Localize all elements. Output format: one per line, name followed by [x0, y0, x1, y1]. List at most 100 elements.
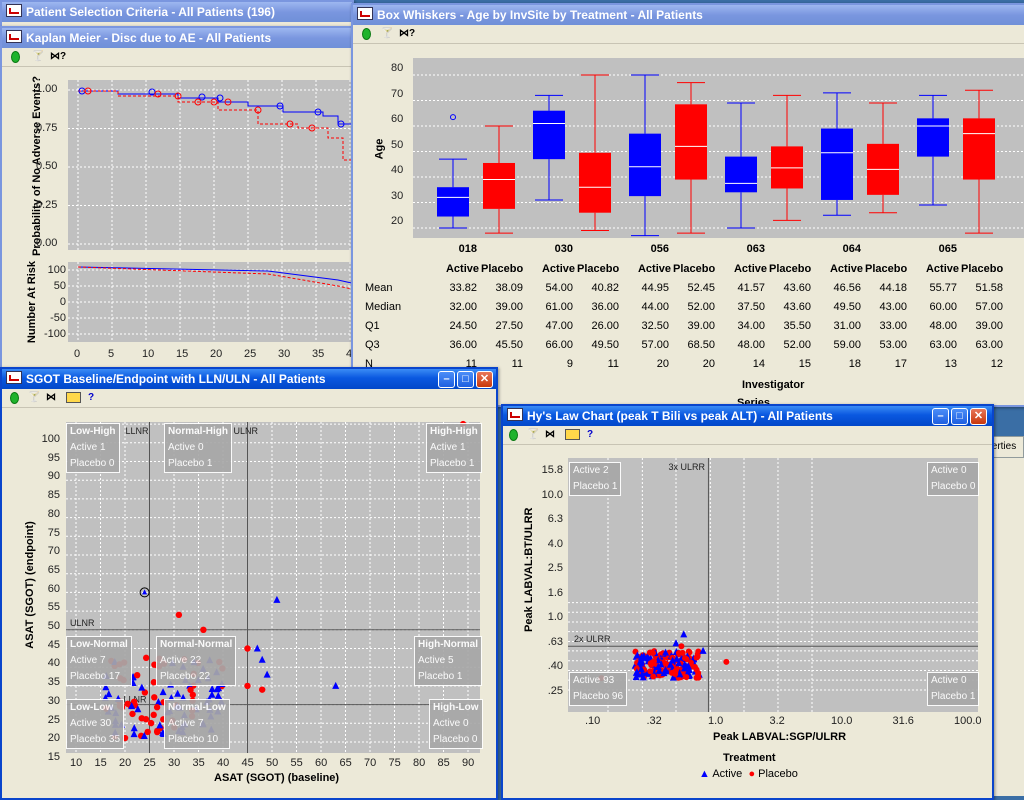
bow-tie-icon[interactable]: ⋈: [545, 429, 555, 440]
sgot-ytick: 85: [47, 489, 60, 502]
sgot-xtick: 35: [192, 757, 205, 769]
filter-icon[interactable]: 🍸: [527, 429, 540, 440]
km-active-censor: [276, 102, 284, 110]
patient-selection-titlebar[interactable]: Patient Selection Criteria - All Patient…: [2, 2, 352, 22]
box-svg: [413, 74, 1024, 237]
bow-tie-icon[interactable]: ⋈?: [399, 28, 416, 39]
site-label: 030: [554, 243, 573, 255]
hys-ytick: 6.3: [547, 513, 563, 525]
placebo-point: [693, 654, 700, 661]
chart-icon: [357, 7, 373, 20]
active-point: [637, 665, 645, 673]
quadrant-active-count: Active 22: [160, 655, 202, 666]
km-active-censor: [337, 120, 345, 128]
stat-value: 46.56: [833, 282, 861, 294]
placebo-point: [150, 679, 158, 686]
sgot-ytick: 25: [47, 713, 60, 726]
series-label: Placebo: [481, 263, 524, 275]
box-plot-area[interactable]: [413, 58, 1024, 238]
stat-value: 11: [607, 358, 619, 370]
hys-xtick: 3.2: [769, 715, 785, 727]
filter-icon[interactable]: 🍸: [28, 392, 41, 403]
km-risk-plot[interactable]: [68, 262, 354, 342]
export-icon[interactable]: [66, 392, 81, 403]
kaplan-meier-window: Kaplan Meier - Disc due to AE - All Pati…: [0, 26, 356, 370]
stat-value: 20: [656, 358, 669, 370]
quadrant-heading: Low-Normal: [70, 639, 128, 650]
sgot-ytick: 70: [47, 545, 60, 558]
box-series-caption: Series: [737, 397, 771, 407]
export-icon[interactable]: [565, 429, 580, 440]
hys-xtick: 100.0: [954, 715, 982, 727]
kaplan-meier-titlebar[interactable]: Kaplan Meier - Disc due to AE - All Pati…: [2, 28, 354, 48]
placebo-point: [647, 668, 654, 675]
quadrant-active-count: Active 5: [418, 655, 454, 666]
minimize-button[interactable]: –: [438, 371, 455, 388]
quadrant-box: Normal-Low Active 7 Placebo 10: [164, 699, 230, 749]
stat-value: 40.82: [591, 282, 619, 294]
active-point: [140, 731, 148, 739]
km-active-censor: [148, 88, 156, 96]
km-risk-ytick: -100: [43, 328, 66, 340]
help-icon[interactable]: ?: [88, 392, 95, 403]
filter-icon[interactable]: 🍸: [32, 51, 45, 62]
sgot-ytick: 30: [47, 694, 60, 707]
hys-ytick: 2.5: [547, 562, 563, 574]
status-green-icon[interactable]: [10, 392, 19, 404]
km-risk-svg: [68, 262, 354, 342]
row-label: Q1: [365, 320, 380, 332]
km-xtick: 30: [278, 348, 291, 360]
active-point: [639, 673, 647, 681]
hys-ytick: 1.6: [547, 586, 563, 599]
box-ytick: 30: [391, 189, 404, 202]
hys-plot-area[interactable]: 3x ULRR 2x ULRR: [568, 458, 978, 712]
km-survival-plot[interactable]: [68, 80, 354, 250]
quadrant-placebo-count: Placebo 0: [70, 458, 115, 469]
active-point: [673, 654, 681, 662]
hys-xlabel: Peak LABVAL:SGP/ULRR: [713, 731, 847, 743]
help-icon[interactable]: ?: [587, 429, 594, 440]
status-green-icon[interactable]: [11, 51, 20, 63]
minimize-button[interactable]: –: [932, 408, 949, 425]
close-button[interactable]: ✕: [476, 371, 493, 388]
stat-value: 38.09: [495, 282, 523, 294]
stat-value: 54.00: [545, 282, 573, 294]
row-label: Q3: [365, 339, 380, 351]
quadrant-box: High-High Active 1 Placebo 1: [426, 423, 482, 473]
quadrant-active-count: Active 0: [433, 718, 469, 729]
close-button[interactable]: ✕: [970, 408, 987, 425]
hys-law-titlebar[interactable]: Hy's Law Chart (peak T Bili vs peak ALT)…: [503, 406, 992, 426]
stat-value: 34.00: [737, 320, 765, 332]
stat-value: 63.00: [929, 339, 957, 351]
km-ytick: 0.25: [36, 198, 58, 211]
filter-icon[interactable]: 🍸: [381, 28, 394, 39]
bow-tie-icon[interactable]: ⋈?: [50, 51, 67, 62]
km-xtick: 5: [108, 348, 115, 360]
chart-icon: [6, 4, 22, 17]
site-label: 056: [650, 243, 669, 255]
bow-tie-icon[interactable]: ⋈: [46, 392, 56, 403]
chart-icon: [6, 30, 22, 43]
hys-ylabel: Peak LABVAL:BT/ULRR: [523, 507, 535, 632]
status-green-icon[interactable]: [509, 429, 518, 441]
quadrant-placebo-count: Placebo 1: [168, 458, 213, 469]
active-point: [654, 663, 662, 671]
maximize-button[interactable]: □: [951, 408, 968, 425]
stat-value: 15: [798, 358, 811, 370]
sgot-plot-area[interactable]: LLNRULNRLLNRULNR: [66, 420, 480, 753]
quadrant-heading: High-Low: [433, 702, 479, 713]
sgot-xtick: 10: [70, 757, 83, 769]
status-green-icon[interactable]: [362, 28, 371, 40]
active-point: [130, 724, 138, 732]
stat-value: 49.50: [591, 339, 619, 351]
active-point: [332, 681, 340, 689]
stat-value: 61.00: [545, 301, 573, 313]
quadrant-placebo-count: Placebo 22: [160, 671, 211, 682]
quadrant-heading: Low-Low: [70, 702, 114, 713]
placebo-point: [259, 686, 266, 693]
box-whiskers-titlebar[interactable]: Box Whiskers - Age by InvSite by Treatme…: [353, 5, 1024, 25]
stat-value: 14: [752, 358, 765, 370]
sgot-titlebar[interactable]: SGOT Baseline/Endpoint with LLN/ULN - Al…: [2, 369, 496, 389]
maximize-button[interactable]: □: [457, 371, 474, 388]
series-label: Active: [637, 263, 671, 275]
